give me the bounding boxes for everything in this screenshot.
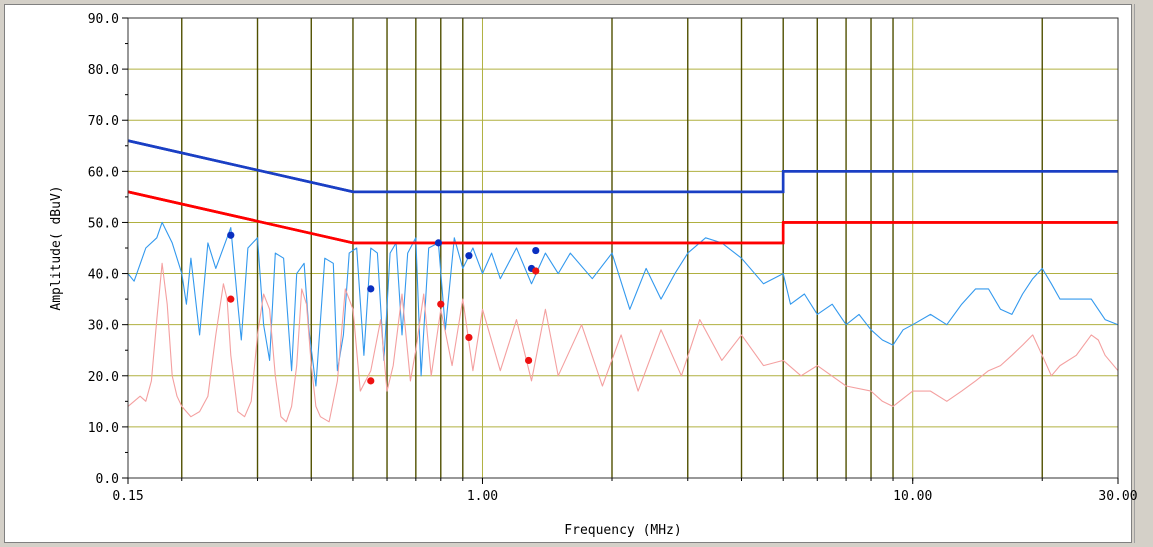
- x-tick-label: 10.00: [893, 489, 932, 504]
- y-tick-label: 0.0: [96, 472, 119, 487]
- qp-marker: [367, 285, 375, 293]
- y-tick-label: 40.0: [88, 268, 119, 283]
- limit-line-overlay: [127, 139, 1118, 194]
- qp-marker: [227, 231, 235, 239]
- y-tick-label: 70.0: [88, 114, 119, 129]
- limit-line-overlay: [127, 190, 1118, 245]
- measurement-trace: [127, 262, 1119, 423]
- y-tick-label: 10.0: [88, 421, 119, 436]
- avg-marker: [437, 300, 445, 308]
- avg-marker: [465, 333, 473, 342]
- qp-marker: [465, 252, 473, 260]
- qp-marker: [434, 239, 443, 247]
- y-axis-title: Amplitude( dBuV): [49, 185, 64, 310]
- avg-marker: [525, 356, 533, 365]
- y-tick-label: 60.0: [88, 165, 119, 180]
- y-tick-label: 80.0: [88, 63, 119, 78]
- measurement-trace: [127, 221, 1119, 387]
- avg-marker: [367, 377, 375, 385]
- x-tick-label: 0.15: [112, 489, 143, 504]
- y-tick-label: 30.0: [88, 319, 119, 334]
- y-tick-label: 90.0: [88, 12, 119, 27]
- qp-marker: [532, 246, 540, 255]
- y-tick-label: 50.0: [88, 216, 119, 231]
- x-tick-label: 1.00: [467, 489, 498, 504]
- plot-area: [128, 18, 1118, 478]
- x-tick-label: 30.00: [1098, 489, 1137, 504]
- x-axis-title: Frequency (MHz): [564, 523, 681, 538]
- avg-marker: [532, 267, 540, 275]
- y-tick-label: 20.0: [88, 370, 119, 385]
- scrollbar[interactable]: [1134, 4, 1149, 543]
- avg-marker: [227, 295, 235, 303]
